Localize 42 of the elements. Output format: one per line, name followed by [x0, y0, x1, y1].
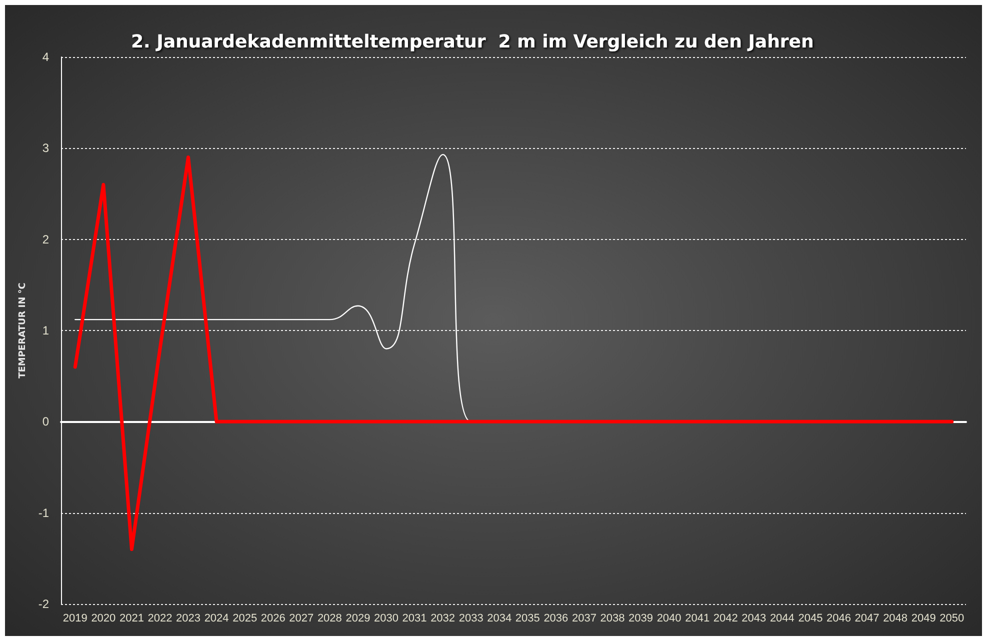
- x-tick-label: 2041: [685, 612, 710, 624]
- x-tick-label: 2025: [232, 612, 258, 624]
- y-tick-label: 0: [42, 414, 50, 429]
- x-tick-label: 2019: [62, 612, 88, 624]
- x-tick-label: 2044: [770, 612, 794, 624]
- line-series: [73, 156, 954, 552]
- x-tick-label: 2034: [487, 612, 512, 624]
- y-tick-label: -1: [38, 506, 50, 520]
- x-tick-label: 2023: [176, 612, 201, 624]
- x-tick-label: 2029: [346, 612, 370, 624]
- x-tick-label: 2028: [317, 612, 342, 624]
- x-tick-label: 2046: [826, 612, 851, 624]
- y-tick-label: 1: [42, 324, 50, 338]
- x-tick-label: 2039: [628, 612, 654, 624]
- x-tick-label: 2024: [204, 612, 229, 624]
- x-tick-label: 2030: [374, 612, 398, 624]
- x-tick-label: 2036: [544, 612, 568, 624]
- y-tick-label: 2: [42, 232, 50, 246]
- y-tick-label: 4: [42, 50, 50, 64]
- x-tick-label: 2037: [572, 612, 596, 624]
- y-axis-title: TEMPERATUR IN °C: [18, 282, 28, 378]
- x-tick-label: 2048: [883, 612, 908, 624]
- x-tick-label: 2045: [798, 612, 823, 624]
- chart-title: 2. Januardekadenmitteltemperatur 2 m im Vergleich zu den Jahren: [131, 32, 814, 52]
- x-tick-label: 2020: [91, 612, 116, 624]
- x-tick-label: 2027: [289, 612, 314, 624]
- x-tick-label: 2031: [402, 612, 427, 624]
- x-tick-label: 2040: [656, 612, 682, 624]
- x-tick-label: 2038: [600, 612, 625, 624]
- x-tick-label: 2050: [940, 612, 964, 624]
- x-tick-label: 2047: [854, 612, 880, 624]
- y-tick-label: 3: [42, 141, 50, 156]
- x-tick-label: 2026: [260, 612, 286, 624]
- x-tick-label: 2035: [515, 612, 540, 624]
- x-tick-label: 2043: [742, 612, 766, 624]
- x-tick-label: 2032: [430, 612, 456, 624]
- x-tick-label: 2021: [119, 612, 144, 624]
- x-tick-label: 2042: [713, 612, 738, 624]
- y-tick-label: -2: [38, 597, 50, 611]
- x-tick-label: 2033: [458, 612, 484, 624]
- x-tick-label: 2049: [911, 612, 936, 624]
- x-tick-label: 2022: [148, 612, 172, 624]
